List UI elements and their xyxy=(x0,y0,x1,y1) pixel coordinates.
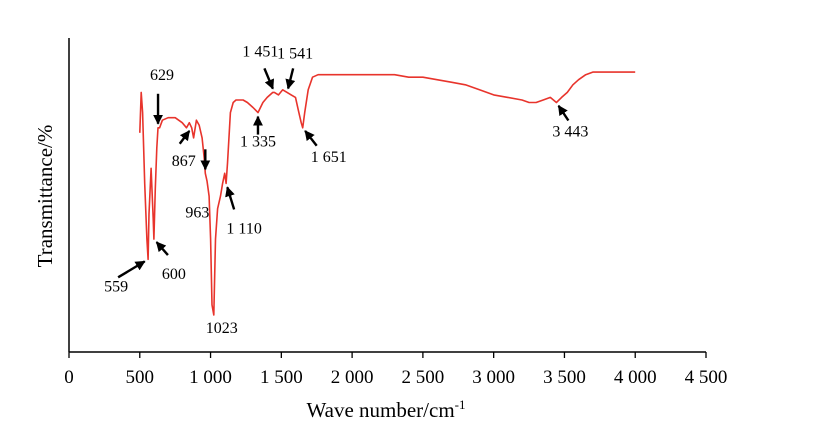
x-axis-title-superscript: -1 xyxy=(455,397,466,412)
series-group xyxy=(139,71,636,316)
peak-label: 1 651 xyxy=(311,149,347,166)
x-tick-label: 3 000 xyxy=(472,367,515,388)
peak-arrow xyxy=(285,68,296,90)
peak-arrow xyxy=(117,260,146,279)
peak-label: 600 xyxy=(162,266,186,283)
x-ticks: 0 500 1 000 1 500 2 000 2 500 3 000 3 500 4 000 4… xyxy=(64,352,727,388)
peak-arrow xyxy=(178,130,191,145)
peak-arrow xyxy=(557,104,570,122)
x-tick-label: 1 500 xyxy=(260,367,303,388)
x-tick-label: 4 000 xyxy=(614,367,657,388)
peak-label: 559 xyxy=(104,278,128,295)
peak-label: 1023 xyxy=(206,320,238,337)
peak-arrow xyxy=(155,241,169,256)
x-axis-title: Wave number/cm-1 xyxy=(306,397,465,422)
peak-label: 867 xyxy=(172,153,196,170)
x-tick-label: 500 xyxy=(126,367,155,388)
peak-arrow xyxy=(263,67,275,90)
x-tick-label: 0 xyxy=(64,367,74,388)
peak-arrow xyxy=(225,186,236,210)
peak-label: 1 541 xyxy=(277,45,313,62)
peak-label: 1 110 xyxy=(226,220,261,237)
x-axis-title-text: Wave number/cm xyxy=(306,398,454,422)
peak-label: 1 335 xyxy=(240,134,276,151)
x-tick-label: 2 500 xyxy=(402,367,445,388)
x-tick-label: 4 500 xyxy=(685,367,728,388)
x-tick-label: 2 000 xyxy=(331,367,374,388)
peak-label: 3 443 xyxy=(552,123,588,140)
x-tick-label: 1 000 xyxy=(189,367,232,388)
peak-label: 1 451 xyxy=(242,43,278,60)
x-tick-label: 3 500 xyxy=(543,367,586,388)
peak-arrow xyxy=(304,130,318,147)
spectrum-line xyxy=(139,71,636,316)
peak-label: 963 xyxy=(185,204,209,221)
y-axis-title: Transmittance/% xyxy=(33,125,57,268)
peak-label: 629 xyxy=(150,67,174,84)
